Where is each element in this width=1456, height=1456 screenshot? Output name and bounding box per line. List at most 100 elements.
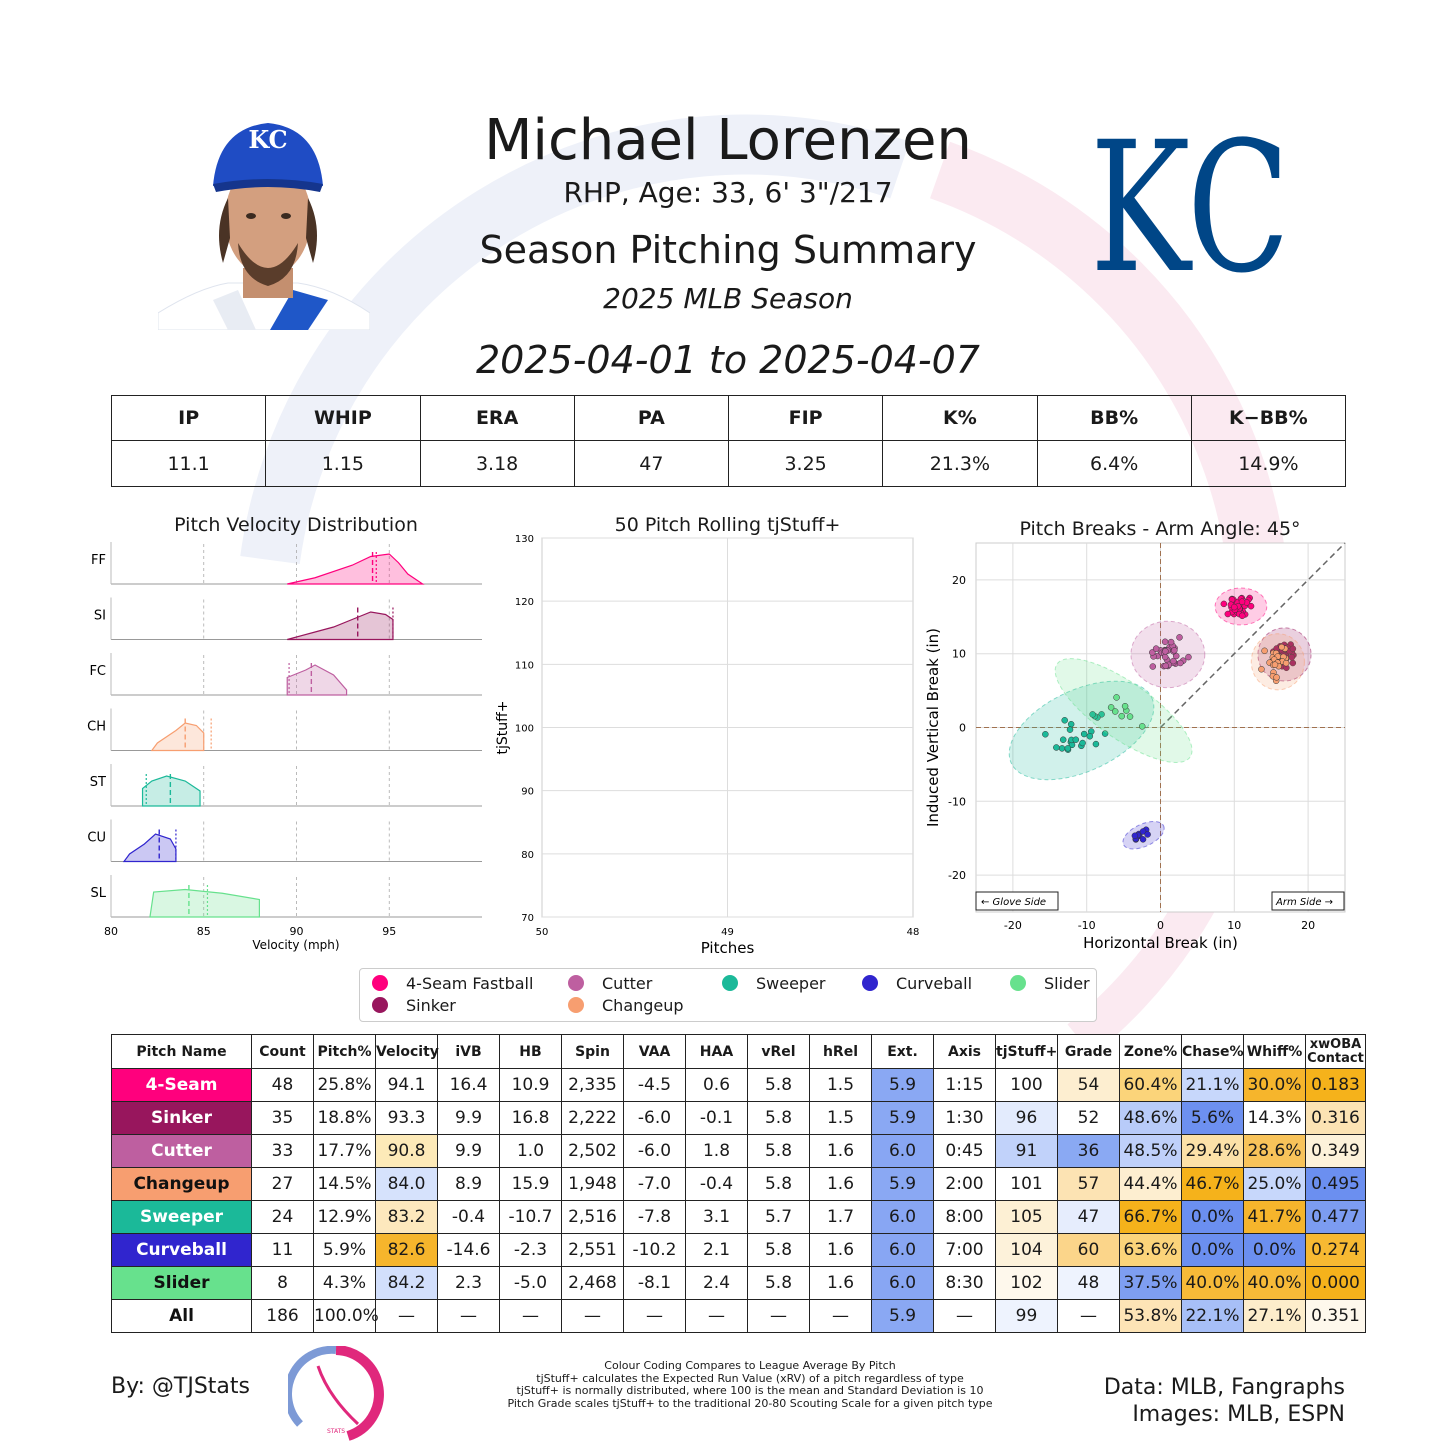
legend-label: Slider [1044,974,1090,993]
col-header-8: HAA [685,1034,748,1069]
cell-xwoba-contact: 0.477 [1305,1200,1366,1234]
stat-value-6: 6.4% [1036,440,1192,487]
cell-tjstuff-: 105 [995,1200,1058,1234]
velo-xlabel: Velocity (mph) [252,938,339,952]
break-point-fc [1152,645,1160,652]
cell-pitch-: 5.9% [313,1233,376,1267]
cell-chase-: 29.4% [1181,1134,1244,1168]
break-point-ch [1273,674,1280,681]
cell-xwoba-contact: 0.183 [1305,1068,1366,1102]
pitch-name-sl: Slider [111,1266,252,1300]
cell-axis: 7:00 [933,1233,996,1267]
cell-count: 24 [251,1200,314,1234]
velo-row-label-ST: ST [90,775,106,790]
break-point-fc [1161,638,1169,646]
legend-swatch [372,997,388,1013]
cell-hb: 15.9 [499,1167,562,1201]
legend-item-sl: Slider [1010,974,1090,993]
stat-header-4: FIP [727,395,884,441]
col-header-9: vRel [747,1034,810,1069]
cell-grade: 57 [1057,1167,1120,1201]
break-point-st [1064,745,1072,752]
cell-zone-: 48.5% [1119,1134,1182,1168]
cell-hb: -2.3 [499,1233,562,1267]
glove-side-label: ← Glove Side [981,897,1046,908]
cell-velocity: 84.2 [375,1266,438,1300]
arm-side-label: Arm Side → [1275,897,1333,908]
pitch-name-fc: Cutter [111,1134,252,1168]
pitch-row-sl: Slider 8 4.3% 84.2 2.3 -5.0 2,468 -8.1 2.4 5.8 1.6… [111,1266,1366,1300]
break-point-sl [1126,713,1134,720]
velo-dist-SL [149,888,260,918]
cell-chase-: 46.7% [1181,1167,1244,1201]
cell-vrel: 5.8 [747,1233,810,1267]
break-point-si [1289,645,1297,653]
cell-xwoba-contact: 0.349 [1305,1134,1366,1168]
col-header-15: Zone% [1119,1034,1182,1069]
break-xtick: 0 [1157,919,1164,932]
cell-pitch-: 14.5% [313,1167,376,1201]
legend-label: Changeup [602,996,684,1015]
legend-label: Sinker [406,996,456,1015]
cell-axis: 8:30 [933,1266,996,1300]
rolling-ytick: 100 [515,724,534,735]
cell-whiff-: 14.3% [1243,1101,1306,1135]
cell-chase-: 0.0% [1181,1200,1244,1234]
cell-vrel: 5.8 [747,1101,810,1135]
cell-whiff-: 0.0% [1243,1233,1306,1267]
legend-swatch [568,975,584,991]
stat-header-7: K−BB% [1190,395,1347,441]
col-header-18: xwOBA Contact [1305,1034,1366,1069]
col-header-5: HB [499,1034,562,1069]
cell-haa: 2.1 [685,1233,748,1267]
legend-item-si: Sinker [372,996,456,1015]
stat-value-2: 3.18 [419,440,575,487]
stat-value-4: 3.25 [727,440,884,487]
cell-tjstuff-: 100 [995,1068,1058,1102]
cell-xwoba-contact: 0.351 [1305,1299,1366,1333]
cell-velocity: 83.2 [375,1200,438,1234]
rolling-ytick: 110 [515,660,534,671]
pitch-row-ch: Changeup 27 14.5% 84.0 8.9 15.9 1,948 -7.0 -0.4 5… [111,1167,1366,1201]
pitch-name-ff: 4-Seam [111,1068,252,1102]
cell-tjstuff-: 102 [995,1266,1058,1300]
break-xtick: -20 [1004,919,1022,932]
legend-item-cu: Curveball [862,974,972,993]
report-title: Season Pitching Summary [479,228,977,272]
cell-vrel: 5.8 [747,1167,810,1201]
break-point-ch [1271,661,1279,668]
cell-haa: 0.6 [685,1068,748,1102]
legend-label: Curveball [896,974,973,993]
velo-dist-CH [150,722,205,752]
legend-item-fc: Cutter [568,974,652,993]
break-point-fc [1176,634,1183,641]
cell-chase-: 0.0% [1181,1233,1244,1267]
legend-item-ch: Changeup [568,996,684,1015]
stat-header-2: ERA [419,395,575,441]
break-point-fc [1161,653,1169,661]
legend-swatch [568,997,584,1013]
cell-hrel: — [809,1299,872,1333]
cell-hrel: 1.5 [809,1068,872,1102]
cell-axis: 2:00 [933,1167,996,1201]
legend-label: Cutter [602,974,653,993]
cell-count: 27 [251,1167,314,1201]
break-point-sl [1121,702,1129,710]
velocity-distribution-chart: FF SI FC CH ST CU SL 80 85 90 95 Velocity (mph) [87,542,482,952]
rolling-chart-title: 50 Pitch Rolling tjStuff+ [614,514,841,536]
col-header-6: Spin [561,1034,624,1069]
break-ytick: -20 [948,869,966,882]
cell-haa: 1.8 [685,1134,748,1168]
break-point-fc [1162,648,1169,655]
cell-whiff-: 27.1% [1243,1299,1306,1333]
cell-vaa: -7.8 [623,1200,686,1234]
cell-xwoba-contact: 0.000 [1305,1266,1366,1300]
break-point-fc [1167,638,1175,646]
rolling-xlabel: Pitches [701,939,755,957]
stat-header-6: BB% [1036,395,1192,441]
cell-grade: 60 [1057,1233,1120,1267]
cell-hb: 10.9 [499,1068,562,1102]
cell-hrel: 1.6 [809,1233,872,1267]
cell-ext-: 6.0 [871,1200,934,1234]
break-point-st [1058,745,1066,752]
